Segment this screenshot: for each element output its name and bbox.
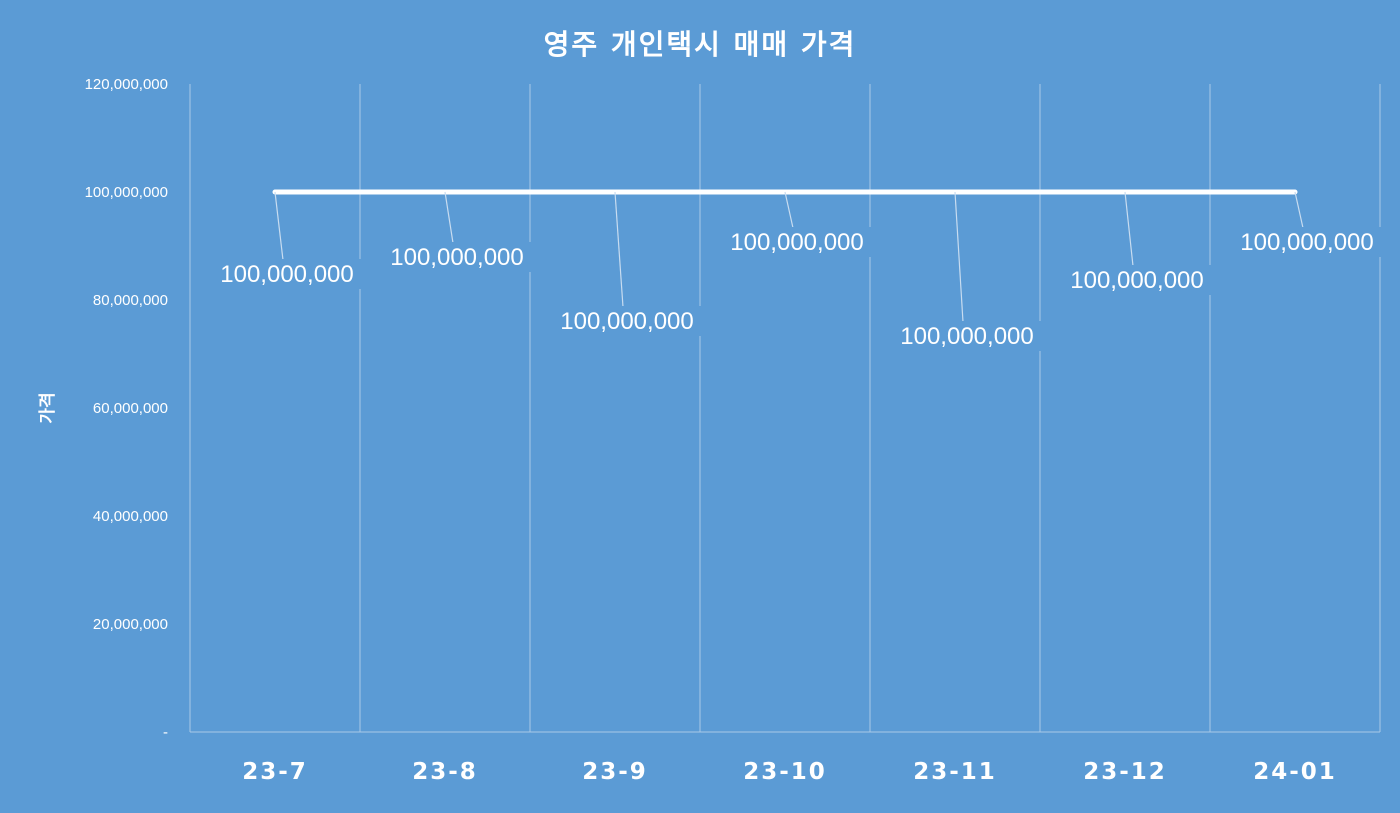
- y-axis-label: 가격: [38, 392, 58, 423]
- chart-title: 영주 개인택시 매매 가격: [544, 28, 857, 61]
- x-tick-label: 23-12: [1083, 759, 1167, 785]
- data-label-background: [892, 321, 1042, 351]
- y-tick-label: -: [163, 724, 168, 741]
- data-label: 100,000,000: [220, 261, 353, 288]
- leader-line: [274, 191, 284, 261]
- y-axis-ticks: - 20,000,000 40,000,000 60,000,000 80,000,00…: [85, 76, 168, 741]
- data-label-background: [722, 227, 872, 257]
- data-label: 100,000,000: [730, 229, 863, 256]
- data-labels: 100,000,000 100,000,000 100,000,000 100,000…: [212, 191, 1382, 351]
- x-tick-label: 23-8: [412, 759, 478, 785]
- data-label-background: [1232, 227, 1382, 257]
- y-tick-label: 100,000,000: [85, 184, 168, 201]
- y-tick-label: 40,000,000: [93, 508, 168, 525]
- y-tick-label: 60,000,000: [93, 400, 168, 417]
- x-tick-label: 23-9: [582, 759, 648, 785]
- x-tick-label: 23-10: [743, 759, 827, 785]
- y-tick-label: 120,000,000: [85, 76, 168, 93]
- leader-line: [784, 191, 794, 229]
- data-label: 100,000,000: [900, 323, 1033, 350]
- data-label-background: [552, 306, 702, 336]
- y-tick-label: 20,000,000: [93, 616, 168, 633]
- leader-line: [954, 191, 964, 323]
- x-axis-ticks: 23-7 23-8 23-9 23-10 23-11 23-12 24-01: [242, 759, 1337, 785]
- leader-line: [614, 191, 624, 308]
- x-tick-label: 24-01: [1253, 759, 1337, 785]
- data-label-background: [1062, 265, 1212, 295]
- data-label-background: [212, 259, 362, 289]
- leader-line: [1124, 191, 1134, 267]
- data-label: 100,000,000: [560, 308, 693, 335]
- y-tick-label: 80,000,000: [93, 292, 168, 309]
- data-label: 100,000,000: [1070, 267, 1203, 294]
- leader-line: [1294, 191, 1304, 229]
- x-tick-label: 23-7: [242, 759, 308, 785]
- data-label: 100,000,000: [1240, 229, 1373, 256]
- grid-layer: [189, 84, 1381, 733]
- data-label-background: [382, 242, 532, 272]
- leader-line: [444, 191, 454, 244]
- data-label: 100,000,000: [390, 244, 523, 271]
- x-tick-label: 23-11: [913, 759, 997, 785]
